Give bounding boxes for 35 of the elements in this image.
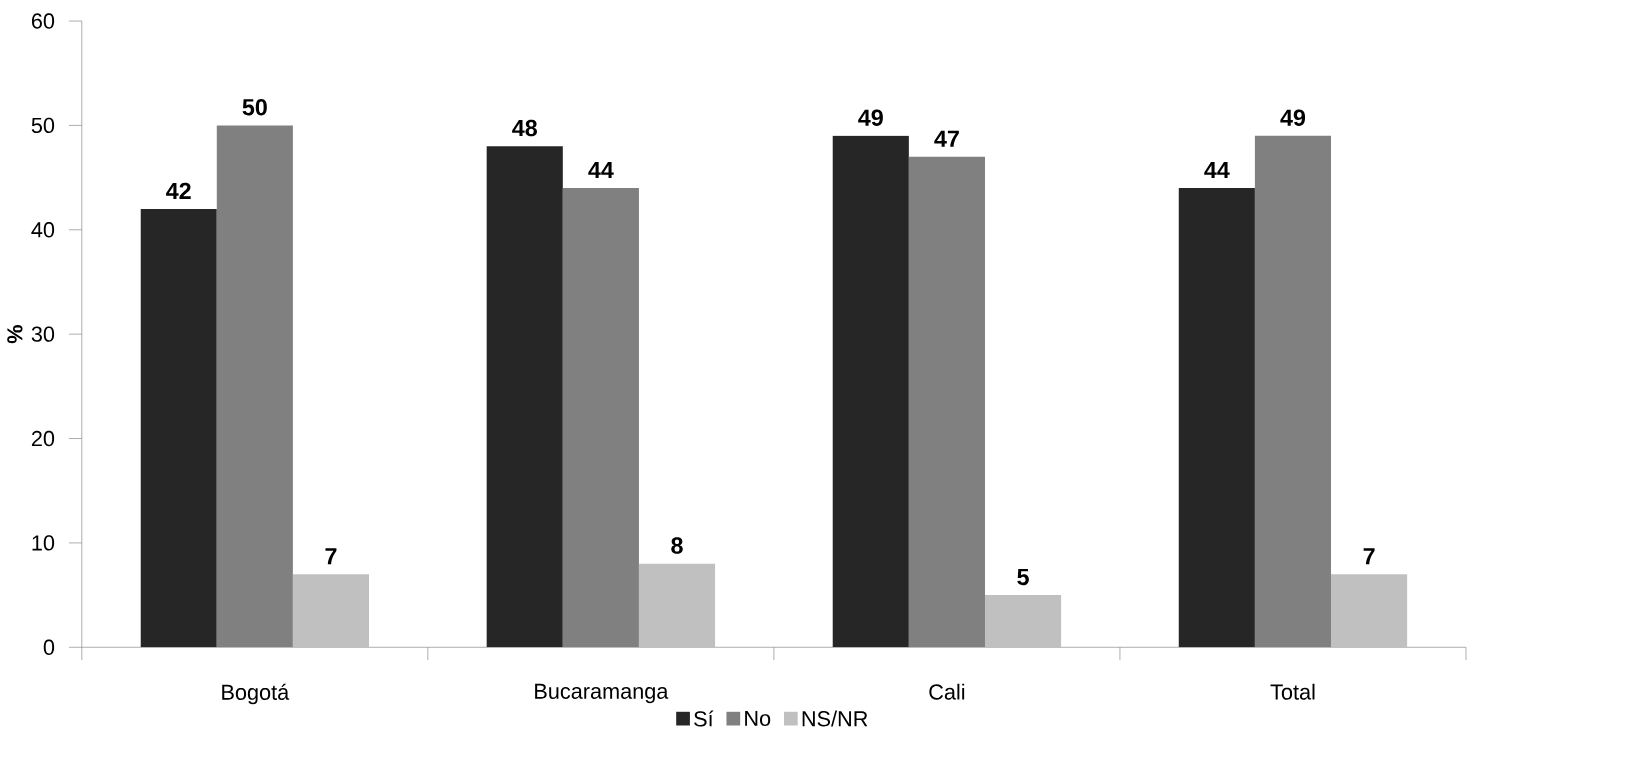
data-label: 5 (1017, 568, 1029, 585)
data-label: 42 (166, 182, 191, 199)
y-tick-label: 60 (31, 13, 55, 29)
y-tick-label: 40 (31, 221, 55, 238)
x-tick-label: Cali (929, 683, 965, 700)
data-label: 49 (1280, 109, 1306, 126)
data-label: 50 (242, 98, 267, 116)
y-tick-label: 50 (31, 117, 55, 133)
x-tick-label: Total (1270, 683, 1315, 700)
y-axis-title: % (7, 324, 23, 344)
data-label: 44 (1204, 161, 1230, 178)
data-label: 49 (858, 109, 883, 126)
data-label: 7 (1363, 548, 1375, 565)
x-tick-label: Bogotá (222, 683, 290, 705)
data-label: 47 (934, 130, 959, 147)
bar (486, 146, 563, 648)
bar (638, 563, 716, 648)
y-tick-label: 0 (43, 639, 55, 655)
data-label: 8 (671, 537, 683, 554)
legend-label: No (745, 710, 771, 726)
data-label: 48 (512, 119, 537, 137)
bar (140, 208, 217, 648)
y-tick-label: 20 (31, 430, 55, 446)
bar (292, 573, 370, 648)
data-label: 44 (588, 161, 614, 178)
bar (1178, 187, 1255, 648)
bar (832, 135, 909, 648)
data-label: 7 (325, 548, 337, 565)
bar (1331, 573, 1408, 648)
x-tick-label: Bucaramanga (535, 683, 669, 703)
bar (984, 594, 1062, 648)
y-tick-label: 10 (32, 535, 55, 551)
legend-label: Sí (694, 710, 714, 727)
y-tick-label: 30 (31, 326, 55, 342)
legend-label: NS/NR (802, 710, 868, 727)
